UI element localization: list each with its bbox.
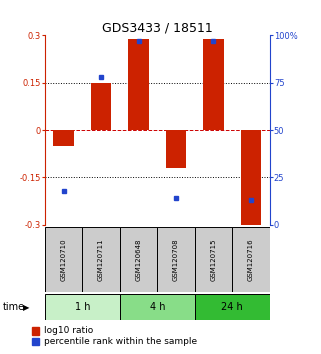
Bar bbox=[128, 39, 149, 130]
Text: log10 ratio: log10 ratio bbox=[44, 326, 93, 336]
Text: GSM120708: GSM120708 bbox=[173, 238, 179, 281]
Bar bbox=[232, 227, 270, 292]
Text: ▶: ▶ bbox=[23, 303, 30, 312]
Bar bbox=[203, 39, 224, 130]
Text: GSM120710: GSM120710 bbox=[61, 238, 67, 281]
Bar bbox=[53, 130, 74, 146]
Bar bbox=[91, 83, 111, 130]
Text: percentile rank within the sample: percentile rank within the sample bbox=[44, 337, 197, 346]
Bar bbox=[157, 227, 195, 292]
Bar bbox=[166, 130, 186, 168]
Text: 24 h: 24 h bbox=[221, 302, 243, 312]
Text: time: time bbox=[3, 302, 25, 312]
Text: 1 h: 1 h bbox=[75, 302, 90, 312]
Bar bbox=[82, 227, 120, 292]
Bar bbox=[120, 227, 157, 292]
Bar bbox=[241, 130, 261, 231]
Bar bbox=[195, 227, 232, 292]
Text: GSM120648: GSM120648 bbox=[135, 238, 142, 281]
Text: GSM120715: GSM120715 bbox=[211, 238, 216, 281]
Text: 4 h: 4 h bbox=[150, 302, 165, 312]
Bar bbox=[45, 294, 120, 320]
Bar bbox=[45, 227, 82, 292]
Bar bbox=[195, 294, 270, 320]
Text: GSM120716: GSM120716 bbox=[248, 238, 254, 281]
Text: GSM120711: GSM120711 bbox=[98, 238, 104, 281]
Bar bbox=[120, 294, 195, 320]
Title: GDS3433 / 18511: GDS3433 / 18511 bbox=[102, 21, 213, 34]
